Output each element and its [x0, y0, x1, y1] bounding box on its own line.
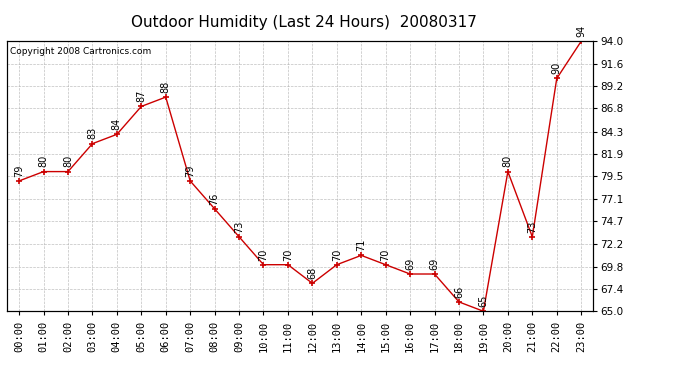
- Text: 80: 80: [63, 155, 73, 167]
- Text: 87: 87: [137, 90, 146, 102]
- Text: 71: 71: [356, 239, 366, 251]
- Text: 70: 70: [283, 248, 293, 261]
- Text: 65: 65: [478, 295, 489, 307]
- Text: 79: 79: [185, 164, 195, 177]
- Text: 76: 76: [210, 192, 219, 205]
- Text: 70: 70: [259, 248, 268, 261]
- Text: 70: 70: [332, 248, 342, 261]
- Text: 88: 88: [161, 81, 170, 93]
- Text: Outdoor Humidity (Last 24 Hours)  20080317: Outdoor Humidity (Last 24 Hours) 2008031…: [130, 15, 477, 30]
- Text: 94: 94: [576, 25, 586, 37]
- Text: 73: 73: [234, 220, 244, 232]
- Text: 80: 80: [503, 155, 513, 167]
- Text: 79: 79: [14, 164, 24, 177]
- Text: 69: 69: [405, 258, 415, 270]
- Text: 80: 80: [39, 155, 48, 167]
- Text: 90: 90: [552, 62, 562, 74]
- Text: 69: 69: [430, 258, 440, 270]
- Text: 84: 84: [112, 118, 122, 130]
- Text: 66: 66: [454, 285, 464, 298]
- Text: 70: 70: [381, 248, 391, 261]
- Text: Copyright 2008 Cartronics.com: Copyright 2008 Cartronics.com: [10, 46, 151, 56]
- Text: 68: 68: [307, 267, 317, 279]
- Text: 73: 73: [527, 220, 538, 232]
- Text: 83: 83: [88, 127, 97, 140]
